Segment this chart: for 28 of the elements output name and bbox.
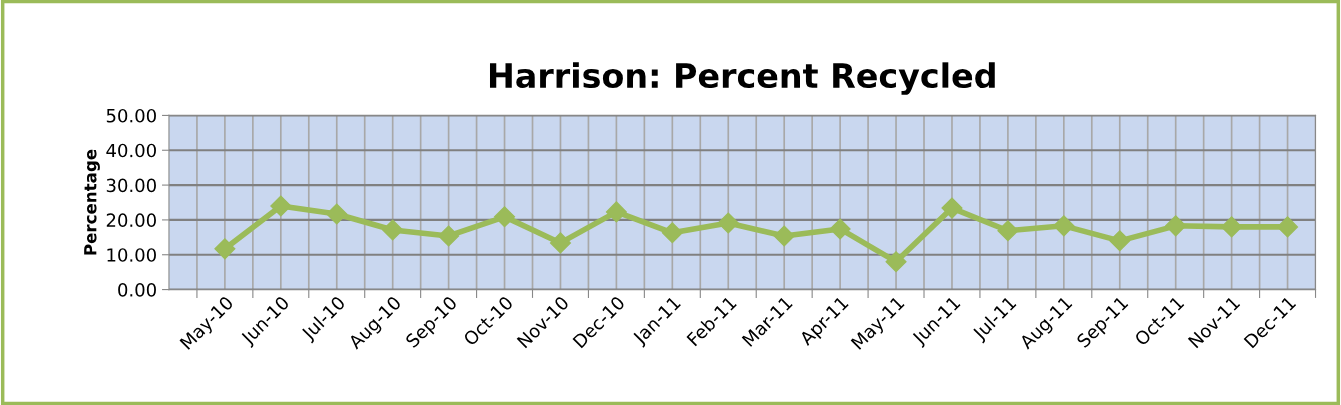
point [214,238,236,260]
point [829,218,851,240]
y-tick-label: 40.00 [106,143,156,158]
chart-title: Harrison: Percent Recycled [489,62,995,95]
point [1053,215,1075,237]
point [270,195,292,217]
point [549,232,571,254]
point [1221,216,1243,238]
y-axis-title: Percentage [84,149,100,255]
point [941,197,963,219]
y-tick-label: 0.00 [118,283,156,297]
point [1109,230,1131,252]
point [1165,215,1187,237]
point [717,212,739,234]
point [773,225,795,247]
point [494,206,516,228]
y-tick-label: 30.00 [106,178,156,193]
point [382,219,404,241]
point [1277,216,1299,238]
point [997,220,1019,242]
y-tick-label: 50.00 [106,108,156,123]
point [605,201,627,223]
point [438,225,460,247]
y-tick-label: 10.00 [107,248,156,262]
point [326,203,348,225]
point [885,251,907,273]
point [661,222,683,244]
y-tick-label: 20.00 [106,213,156,228]
